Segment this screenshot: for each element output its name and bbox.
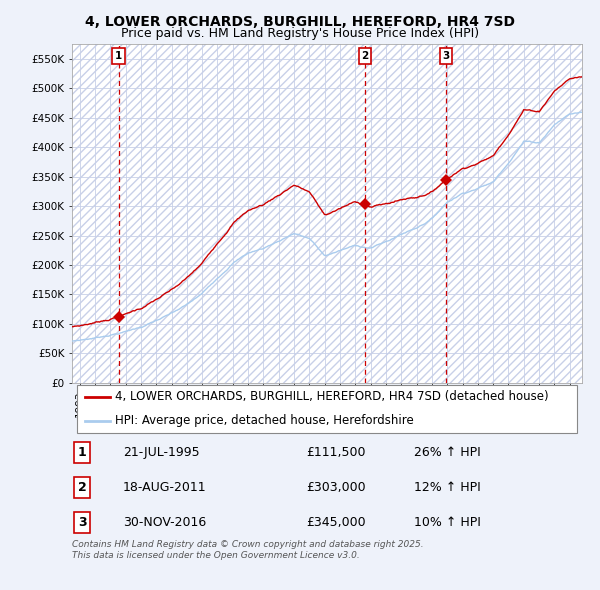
Text: 21-JUL-1995: 21-JUL-1995 <box>123 446 200 459</box>
Text: 3: 3 <box>442 51 449 61</box>
Text: 4, LOWER ORCHARDS, BURGHILL, HEREFORD, HR4 7SD: 4, LOWER ORCHARDS, BURGHILL, HEREFORD, H… <box>85 15 515 29</box>
Text: 18-AUG-2011: 18-AUG-2011 <box>123 481 206 494</box>
Text: 2: 2 <box>78 481 86 494</box>
Text: 3: 3 <box>78 516 86 529</box>
Text: HPI: Average price, detached house, Herefordshire: HPI: Average price, detached house, Here… <box>115 415 414 428</box>
Text: 30-NOV-2016: 30-NOV-2016 <box>123 516 206 529</box>
Text: 1: 1 <box>78 446 86 459</box>
Text: £345,000: £345,000 <box>307 516 366 529</box>
Text: 26% ↑ HPI: 26% ↑ HPI <box>414 446 481 459</box>
Text: £111,500: £111,500 <box>307 446 366 459</box>
Text: 4, LOWER ORCHARDS, BURGHILL, HEREFORD, HR4 7SD (detached house): 4, LOWER ORCHARDS, BURGHILL, HEREFORD, H… <box>115 391 549 404</box>
Text: Contains HM Land Registry data © Crown copyright and database right 2025.
This d: Contains HM Land Registry data © Crown c… <box>72 540 424 559</box>
Text: 12% ↑ HPI: 12% ↑ HPI <box>414 481 481 494</box>
Text: Price paid vs. HM Land Registry's House Price Index (HPI): Price paid vs. HM Land Registry's House … <box>121 27 479 40</box>
Text: £303,000: £303,000 <box>307 481 366 494</box>
Text: 10% ↑ HPI: 10% ↑ HPI <box>414 516 481 529</box>
Text: 2: 2 <box>361 51 368 61</box>
Text: 1: 1 <box>115 51 122 61</box>
